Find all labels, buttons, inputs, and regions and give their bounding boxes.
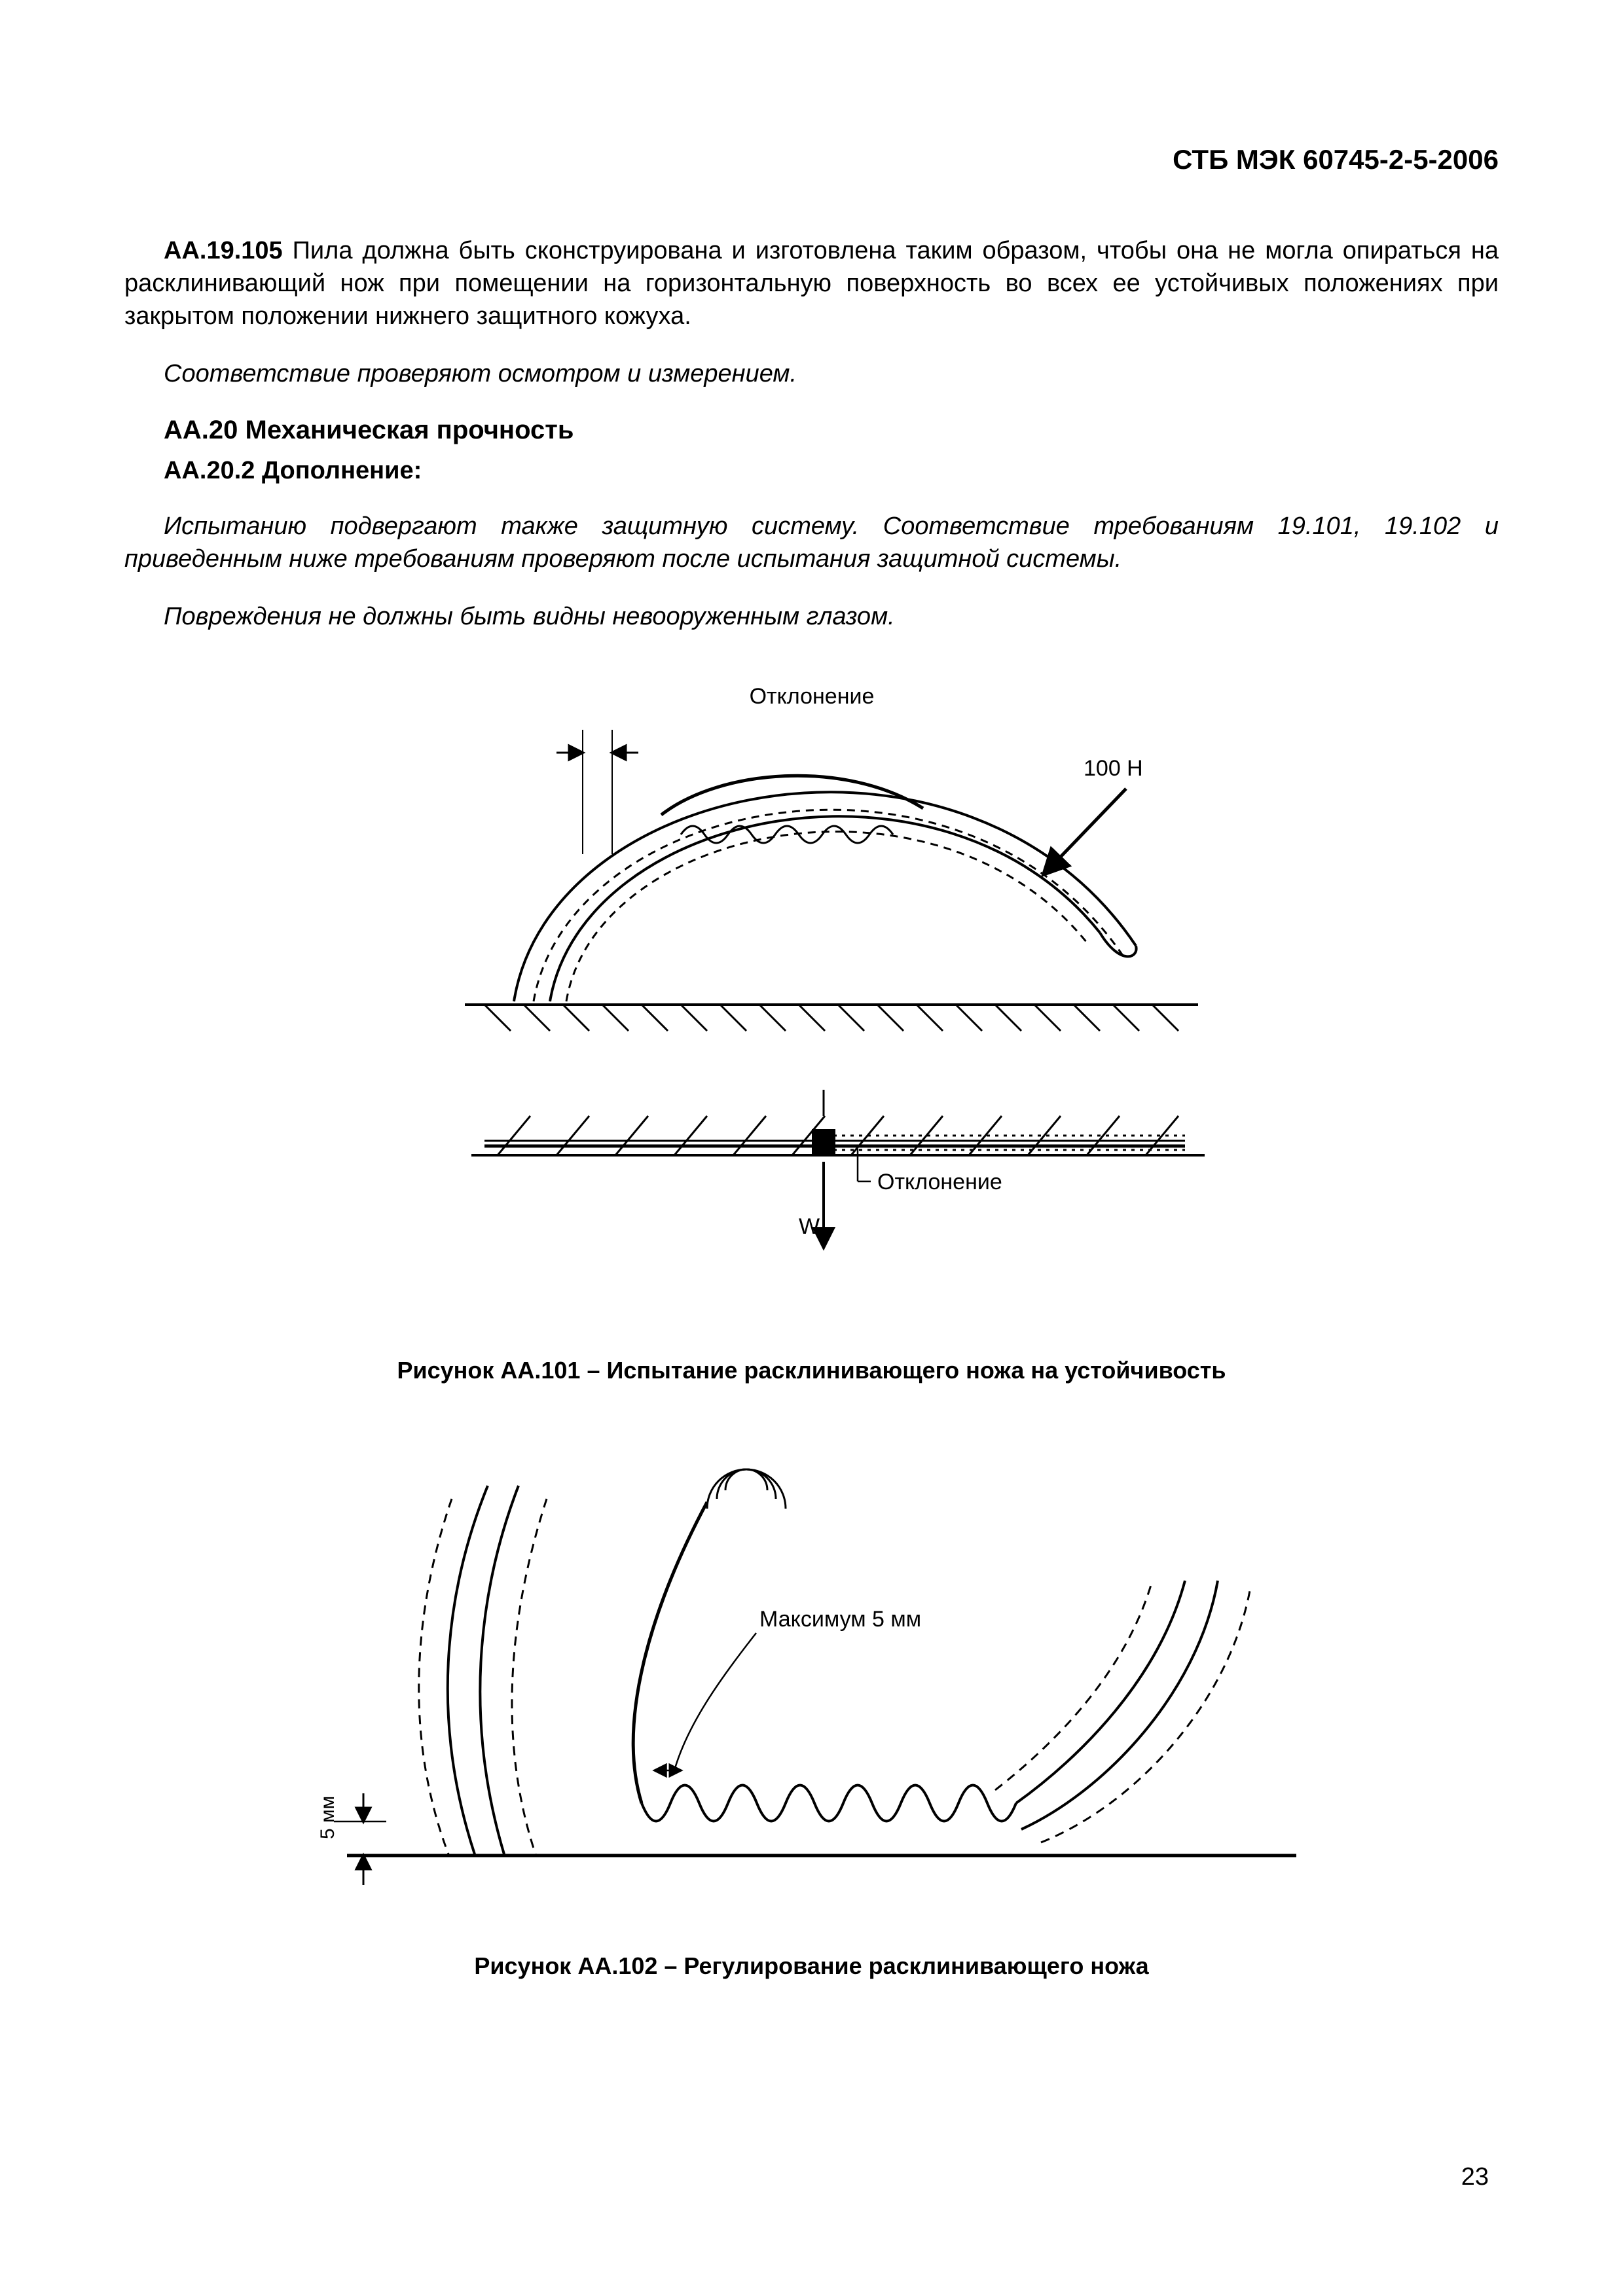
header-standard-code: СТБ МЭК 60745-2-5-2006 [124, 144, 1499, 175]
fig101-label-deflection-top: Отклонение [749, 684, 874, 709]
figure-aa102-container: 5 мм Максимум 5 мм [124, 1463, 1499, 1980]
clause-aa19-105-note: Соответствие проверяют осмотром и измере… [124, 357, 1499, 390]
fig101-label-force: 100 Н [1084, 756, 1143, 781]
clause-text: Пила должна быть сконструирована и изгот… [124, 237, 1499, 330]
figure-aa102-svg: 5 мм Максимум 5 мм [288, 1463, 1336, 1934]
figure-aa102-caption: Рисунок АА.102 – Регулирование расклинив… [474, 1952, 1148, 1980]
aa20-2-line1: Испытанию подвергают также защитную сист… [124, 510, 1499, 575]
clause-label: АА.19.105 [164, 237, 283, 264]
fig101-label-w: W [799, 1214, 820, 1239]
fig102-label-max5mm: Максимум 5 мм [759, 1607, 921, 1632]
fig101-label-deflection-bottom: Отклонение [877, 1170, 1002, 1194]
subsection-aa20-2-label: АА.20.2 Дополнение: [164, 457, 1499, 485]
page-number: 23 [1461, 2163, 1489, 2191]
clause-aa19-105: АА.19.105 Пила должна быть сконструирова… [124, 234, 1499, 332]
page: СТБ МЭК 60745-2-5-2006 АА.19.105 Пила до… [0, 0, 1623, 2296]
fig102-label-5mm: 5 мм [317, 1796, 338, 1839]
aa20-2-line2: Повреждения не должны быть видны невоору… [124, 600, 1499, 633]
figure-aa101-svg: Отклонение 100 Н [354, 658, 1270, 1338]
figure-aa101-caption: Рисунок АА.101 – Испытание расклинивающе… [397, 1357, 1226, 1384]
figure-aa101-container: Отклонение 100 Н [124, 658, 1499, 1384]
section-aa20-title: АА.20 Механическая прочность [164, 416, 1499, 445]
